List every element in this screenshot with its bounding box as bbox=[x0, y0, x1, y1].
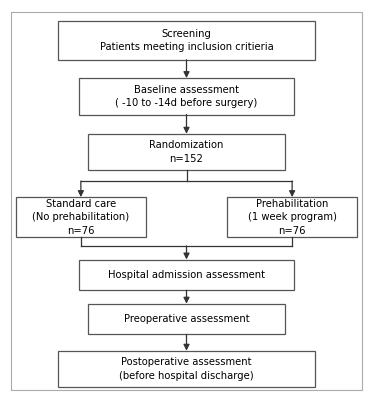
FancyBboxPatch shape bbox=[16, 197, 146, 238]
Text: Prehabilitation
(1 week program)
n=76: Prehabilitation (1 week program) n=76 bbox=[248, 199, 336, 236]
FancyBboxPatch shape bbox=[227, 197, 357, 238]
FancyBboxPatch shape bbox=[88, 304, 285, 334]
Text: Screening
Patients meeting inclusion critieria: Screening Patients meeting inclusion cri… bbox=[100, 29, 273, 52]
FancyBboxPatch shape bbox=[57, 22, 316, 60]
FancyBboxPatch shape bbox=[79, 78, 294, 114]
Text: Randomization
n=152: Randomization n=152 bbox=[149, 140, 224, 164]
FancyBboxPatch shape bbox=[57, 351, 316, 387]
Text: Standard care
(No prehabilitation)
n=76: Standard care (No prehabilitation) n=76 bbox=[32, 199, 129, 236]
Text: Hospital admission assessment: Hospital admission assessment bbox=[108, 270, 265, 280]
Text: Preoperative assessment: Preoperative assessment bbox=[124, 314, 249, 324]
FancyBboxPatch shape bbox=[88, 134, 285, 170]
Text: Postoperative assessment
(before hospital discharge): Postoperative assessment (before hospita… bbox=[119, 357, 254, 381]
FancyBboxPatch shape bbox=[79, 260, 294, 290]
Text: Baseline assessment
( -10 to -14d before surgery): Baseline assessment ( -10 to -14d before… bbox=[115, 84, 258, 108]
